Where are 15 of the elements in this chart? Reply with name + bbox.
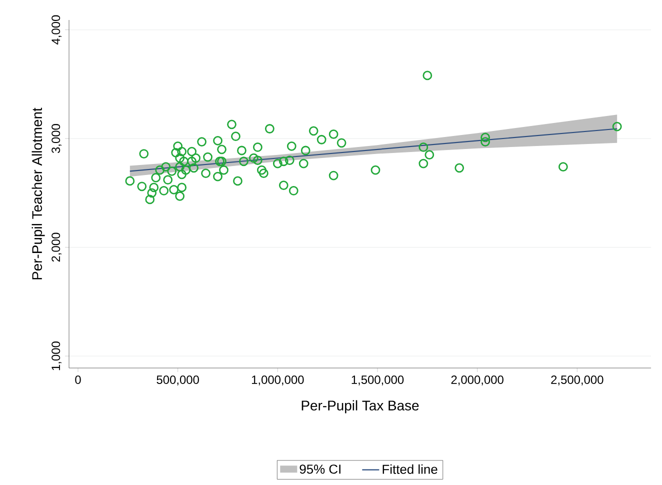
x-axis-title: Per-Pupil Tax Base (302, 400, 419, 414)
y-axis-title: Per-Pupil Teacher Allotment (32, 108, 45, 280)
legend-label: Fitted line (382, 464, 438, 474)
x-tick-label: 1,000,000 (252, 376, 304, 386)
y-tick-label: 2,000 (52, 232, 62, 262)
x-tick-label: 2,000,000 (451, 376, 504, 386)
x-tick-label: 2,500,000 (551, 376, 604, 386)
line-series (129, 128, 618, 172)
x-tick-label: 1,500,000 (352, 376, 404, 386)
text: 95% CI (300, 464, 340, 474)
y-tick-label: 1,000 (52, 342, 62, 370)
x-tick-label: 500,000 (156, 376, 199, 386)
x-tick-label: 0 (75, 376, 81, 384)
y-tick-label: 3,000 (52, 124, 62, 154)
y-tick-label: 4,000 (52, 15, 62, 44)
